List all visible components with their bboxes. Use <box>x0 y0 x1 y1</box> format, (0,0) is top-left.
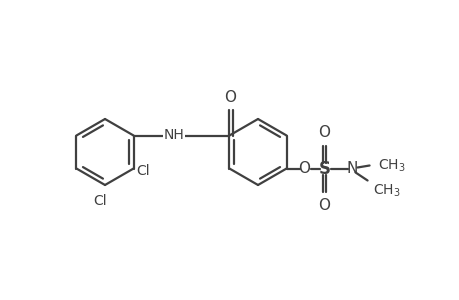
Text: CH$_3$: CH$_3$ <box>372 182 399 199</box>
Text: N: N <box>346 161 358 176</box>
Text: O: O <box>298 161 310 176</box>
Text: NH: NH <box>163 128 184 142</box>
Text: O: O <box>224 89 236 104</box>
Text: Cl: Cl <box>93 194 106 208</box>
Text: O: O <box>318 197 330 212</box>
Text: CH$_3$: CH$_3$ <box>377 157 404 174</box>
Text: O: O <box>318 124 330 140</box>
Text: Cl: Cl <box>136 164 150 178</box>
Text: S: S <box>318 160 330 178</box>
